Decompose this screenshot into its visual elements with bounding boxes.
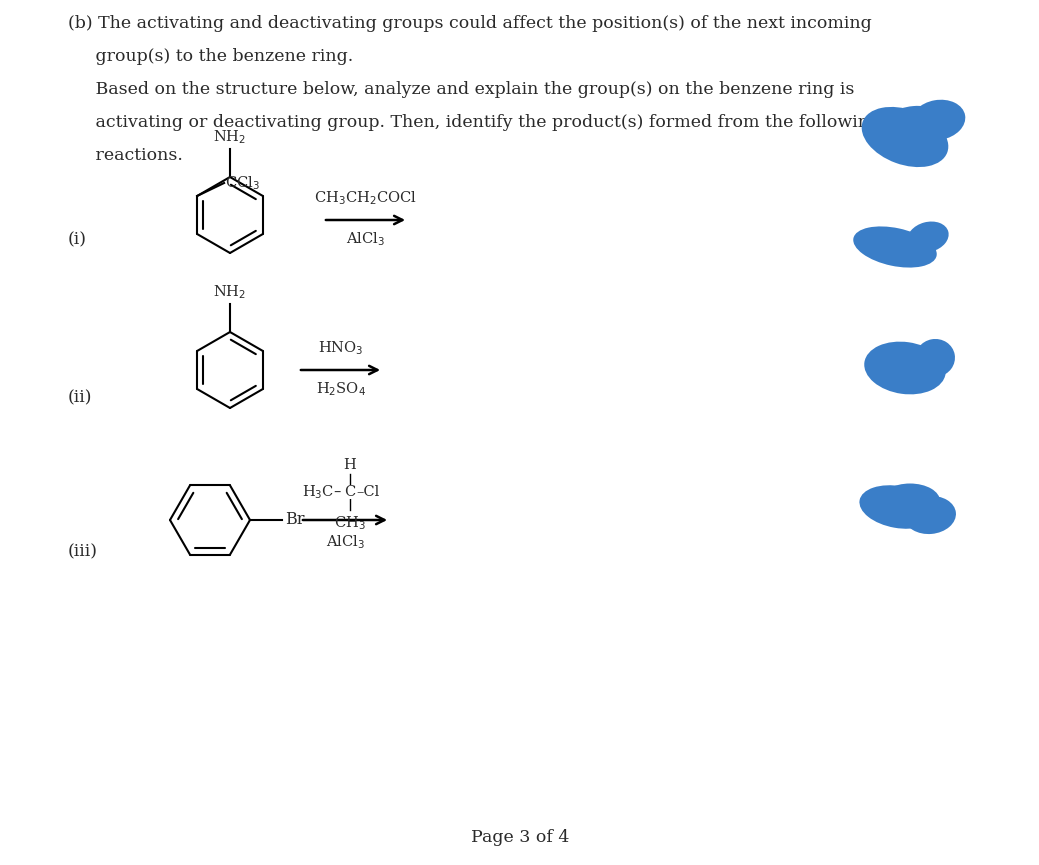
Text: Br: Br (285, 511, 304, 529)
Text: AlCl$_3$: AlCl$_3$ (346, 230, 385, 247)
Text: H: H (344, 458, 356, 472)
Ellipse shape (907, 221, 949, 253)
Text: –Cl: –Cl (356, 485, 379, 499)
Ellipse shape (880, 106, 950, 148)
Ellipse shape (861, 107, 949, 167)
Ellipse shape (904, 496, 956, 534)
Text: CCl$_3$: CCl$_3$ (225, 174, 260, 192)
Text: CH$_3$CH$_2$COCl: CH$_3$CH$_2$COCl (314, 189, 417, 207)
Text: NH$_2$: NH$_2$ (213, 284, 246, 301)
Text: HNO$_3$: HNO$_3$ (318, 339, 364, 357)
Text: reactions.: reactions. (68, 147, 183, 164)
Ellipse shape (864, 342, 945, 394)
Text: C: C (344, 485, 355, 499)
Text: H$_2$SO$_4$: H$_2$SO$_4$ (316, 380, 366, 398)
Text: (iii): (iii) (68, 543, 98, 561)
Text: CH$_3$: CH$_3$ (335, 514, 366, 532)
Ellipse shape (859, 485, 936, 529)
Text: AlCl$_3$: AlCl$_3$ (325, 533, 365, 551)
Text: H$_3$C–: H$_3$C– (302, 484, 342, 501)
Ellipse shape (915, 339, 955, 377)
Text: (ii): (ii) (68, 389, 92, 407)
Text: Based on the structure below, analyze and explain the group(s) on the benzene ri: Based on the structure below, analyze an… (68, 81, 854, 98)
Text: (b) The activating and deactivating groups could affect the position(s) of the n: (b) The activating and deactivating grou… (68, 15, 872, 32)
Ellipse shape (911, 99, 965, 140)
Text: activating or deactivating group. Then, identify the product(s) formed from the : activating or deactivating group. Then, … (68, 114, 880, 131)
Ellipse shape (853, 227, 937, 267)
Ellipse shape (880, 484, 940, 518)
Text: (i): (i) (68, 232, 87, 248)
Text: Page 3 of 4: Page 3 of 4 (471, 829, 569, 845)
Text: group(s) to the benzene ring.: group(s) to the benzene ring. (68, 48, 353, 65)
Text: NH$_2$: NH$_2$ (213, 128, 246, 146)
